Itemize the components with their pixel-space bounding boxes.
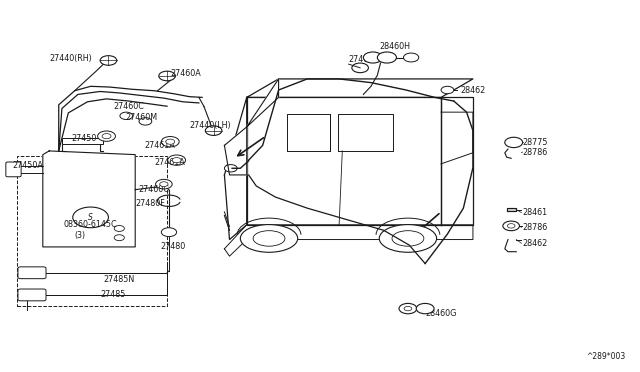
Polygon shape [441,97,473,225]
Circle shape [403,53,419,62]
Text: 28775: 28775 [523,138,548,147]
Circle shape [508,224,515,228]
Text: 27460C: 27460C [138,185,169,194]
Text: S: S [88,213,93,222]
Polygon shape [338,114,394,151]
Circle shape [73,207,108,228]
Circle shape [404,307,412,311]
Text: 27480: 27480 [161,243,186,251]
Text: 27460C: 27460C [113,102,144,111]
Bar [17,157,167,306]
Circle shape [114,235,124,241]
Ellipse shape [380,225,436,252]
Polygon shape [225,127,246,175]
Text: 27480F: 27480F [135,199,165,208]
FancyBboxPatch shape [18,289,46,301]
Circle shape [160,182,168,186]
Circle shape [503,221,520,231]
Text: 28786: 28786 [523,223,548,232]
Circle shape [364,52,383,63]
Circle shape [114,225,124,231]
Polygon shape [246,79,278,127]
Text: 27461A: 27461A [154,157,185,167]
Circle shape [505,137,523,148]
Ellipse shape [253,231,285,246]
Circle shape [416,304,434,314]
Text: 28462: 28462 [460,86,485,94]
Text: 27485N: 27485N [103,275,134,283]
Text: 27485: 27485 [100,291,125,299]
Text: (3): (3) [75,231,86,240]
Text: 28460G: 28460G [425,309,456,318]
Circle shape [139,118,152,125]
Text: 27440(LH): 27440(LH) [189,121,231,129]
Circle shape [441,86,454,94]
Polygon shape [507,208,516,211]
FancyBboxPatch shape [18,267,46,279]
Circle shape [161,137,179,147]
Ellipse shape [241,225,298,252]
Circle shape [172,158,181,163]
Text: 27450: 27450 [72,134,97,142]
Text: 27440(RH): 27440(RH) [49,54,92,63]
Polygon shape [246,79,473,97]
Text: 28460H: 28460H [380,42,410,51]
FancyBboxPatch shape [6,162,21,177]
Text: 27450A: 27450A [13,161,44,170]
Polygon shape [225,225,473,256]
Polygon shape [225,97,246,240]
Polygon shape [43,151,135,247]
Circle shape [98,131,115,141]
Circle shape [225,164,237,172]
Circle shape [156,179,172,189]
Circle shape [161,228,177,237]
Circle shape [120,112,132,119]
Text: 28786: 28786 [523,148,548,157]
Circle shape [166,139,175,144]
Circle shape [102,134,111,139]
Circle shape [100,56,116,65]
Bar [62,138,103,144]
Circle shape [352,63,369,73]
Text: 27460M: 27460M [125,113,158,122]
Polygon shape [287,114,330,151]
Circle shape [168,155,186,165]
Text: 08360-6145C: 08360-6145C [64,220,118,229]
Polygon shape [246,97,441,225]
Circle shape [159,71,175,81]
Text: ^289*003: ^289*003 [587,352,626,361]
Text: 28462: 28462 [523,239,548,248]
Text: 28461: 28461 [523,208,548,217]
Text: 27460B: 27460B [349,55,380,64]
Text: 27461A: 27461A [145,141,175,150]
Circle shape [399,304,417,314]
Circle shape [205,126,222,135]
Text: 27460A: 27460A [170,69,201,78]
Circle shape [378,52,396,63]
Ellipse shape [392,231,424,246]
